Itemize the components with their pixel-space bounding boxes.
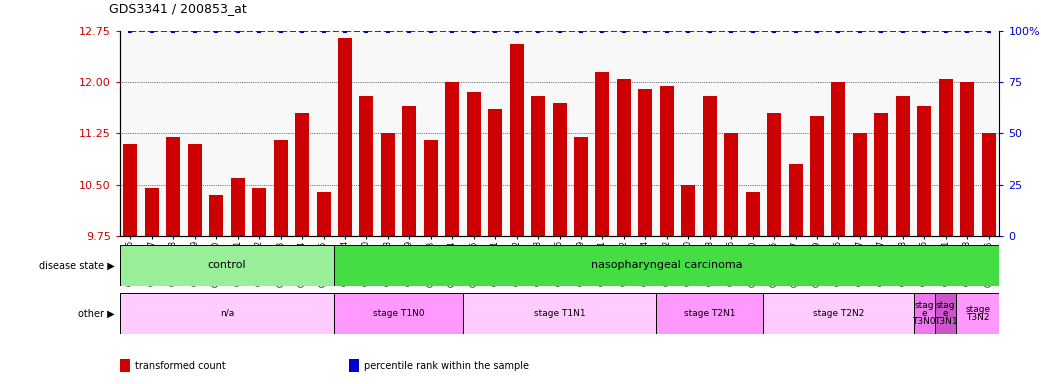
Bar [960, 82, 974, 236]
Bar [617, 79, 631, 236]
Bar [488, 109, 502, 236]
Bar [145, 188, 159, 236]
Bar [334, 245, 999, 286]
Bar [187, 144, 202, 236]
Text: stag
e
T3N0: stag e T3N0 [913, 301, 936, 326]
Bar [403, 106, 416, 236]
Text: nasopharyngeal carcinoma: nasopharyngeal carcinoma [591, 260, 742, 270]
Bar [167, 137, 180, 236]
Text: stage T1N1: stage T1N1 [534, 309, 585, 318]
Bar [466, 92, 481, 236]
Bar [681, 185, 695, 236]
Text: stage T2N2: stage T2N2 [813, 309, 864, 318]
Bar [359, 96, 374, 236]
Text: disease state ▶: disease state ▶ [39, 260, 115, 270]
Bar [935, 293, 957, 334]
Bar [510, 45, 524, 236]
Bar [767, 113, 781, 236]
Bar [832, 82, 845, 236]
Text: percentile rank within the sample: percentile rank within the sample [364, 361, 530, 371]
Bar [252, 188, 266, 236]
Bar [120, 245, 334, 286]
Bar [638, 89, 653, 236]
Text: n/a: n/a [220, 309, 234, 318]
Bar [595, 72, 609, 236]
Bar [725, 133, 738, 236]
Bar [957, 293, 999, 334]
Text: stage T2N1: stage T2N1 [684, 309, 736, 318]
Bar [446, 82, 459, 236]
Bar [745, 192, 760, 236]
Text: GDS3341 / 200853_at: GDS3341 / 200853_at [109, 2, 247, 15]
Bar [574, 137, 588, 236]
Bar [338, 38, 352, 236]
Bar [853, 133, 867, 236]
Bar [553, 103, 566, 236]
Text: stage
T3N2: stage T3N2 [965, 305, 990, 322]
Bar [274, 140, 287, 236]
Bar [124, 144, 137, 236]
Bar [982, 133, 995, 236]
Bar [209, 195, 223, 236]
Bar [703, 96, 716, 236]
Bar [763, 293, 914, 334]
Bar [917, 106, 932, 236]
Bar [334, 293, 463, 334]
Bar [896, 96, 910, 236]
Bar [424, 140, 438, 236]
Bar [463, 293, 656, 334]
Bar [656, 293, 763, 334]
Bar [316, 192, 330, 236]
Bar [295, 113, 309, 236]
Bar [531, 96, 545, 236]
Bar [914, 293, 935, 334]
Bar [939, 79, 953, 236]
Text: control: control [207, 260, 247, 270]
Bar [874, 113, 888, 236]
Bar [120, 293, 334, 334]
Text: other ▶: other ▶ [78, 308, 115, 318]
Bar [810, 116, 824, 236]
Bar [660, 86, 674, 236]
Text: transformed count: transformed count [135, 361, 226, 371]
Text: stage T1N0: stage T1N0 [373, 309, 425, 318]
Text: stag
e
T3N1: stag e T3N1 [934, 301, 958, 326]
Bar [789, 164, 803, 236]
Bar [381, 133, 395, 236]
Bar [231, 178, 245, 236]
